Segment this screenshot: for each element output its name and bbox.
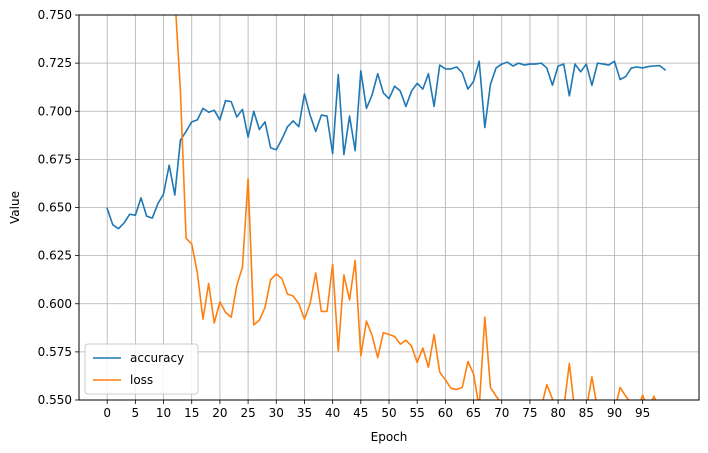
x-tick-label: 30 [269, 406, 284, 420]
x-tick-label: 55 [410, 406, 425, 420]
x-tick-label: 95 [635, 406, 650, 420]
series-lines [106, 15, 666, 400]
x-tick-label: 85 [579, 406, 594, 420]
legend-box [84, 343, 199, 395]
x-tick-label: 80 [550, 406, 565, 420]
x-tick-label: 50 [381, 406, 396, 420]
y-axis-label: Value [8, 191, 22, 224]
x-tick-label: 5 [132, 406, 140, 420]
y-tick-label: 0.750 [38, 8, 72, 22]
y-tick-label: 0.625 [38, 249, 72, 263]
x-tick-label: 75 [522, 406, 537, 420]
y-tick-label: 0.700 [38, 104, 72, 118]
x-tick-label: 10 [156, 406, 171, 420]
y-tick-label: 0.550 [38, 393, 72, 407]
y-axis-ticks: 0.550 0.575 0.600 0.625 0.650 0.675 0.700 0.725… [38, 8, 79, 407]
x-tick-label: 35 [297, 406, 312, 420]
grid [79, 14, 699, 401]
x-tick-label: 70 [494, 406, 509, 420]
x-tick-label: 90 [607, 406, 622, 420]
x-tick-label: 0 [103, 406, 111, 420]
legend: accuracy loss [84, 343, 199, 395]
y-tick-label: 0.725 [38, 56, 72, 70]
x-axis-ticks: 0 5 10 15 20 25 30 35 40 45 50 55 60 65 70 75 80 85 90 95 [103, 400, 650, 420]
y-tick-label: 0.675 [38, 152, 72, 166]
y-tick-label: 0.575 [38, 345, 72, 359]
x-tick-label: 15 [184, 406, 199, 420]
legend-label-accuracy: accuracy [130, 351, 184, 365]
x-tick-label: 65 [466, 406, 481, 420]
x-tick-label: 60 [438, 406, 453, 420]
y-tick-label: 0.600 [38, 297, 72, 311]
x-tick-label: 20 [212, 406, 227, 420]
x-tick-label: 45 [353, 406, 368, 420]
x-tick-label: 40 [325, 406, 340, 420]
series-line-loss [175, 15, 657, 400]
series-line-accuracy [106, 60, 666, 230]
x-axis-label: Epoch [371, 430, 408, 444]
legend-label-loss: loss [130, 373, 153, 387]
x-tick-label: 25 [240, 406, 255, 420]
y-tick-label: 0.650 [38, 201, 72, 215]
